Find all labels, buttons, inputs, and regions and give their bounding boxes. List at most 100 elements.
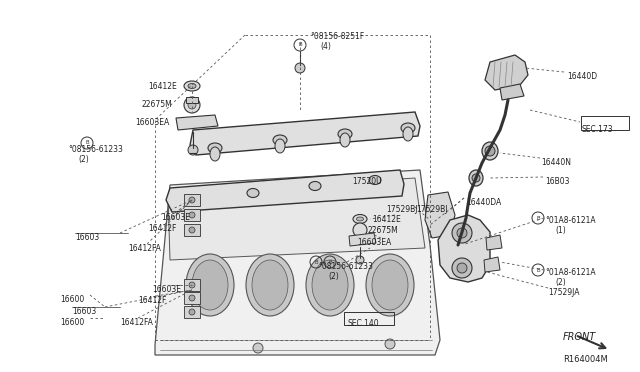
Text: °01A8-6121A: °01A8-6121A	[545, 216, 596, 225]
Text: (1): (1)	[555, 226, 566, 235]
Polygon shape	[184, 194, 200, 206]
Text: 16603: 16603	[75, 233, 99, 242]
Circle shape	[472, 174, 480, 182]
Circle shape	[189, 227, 195, 233]
Circle shape	[485, 146, 495, 156]
Ellipse shape	[186, 196, 198, 205]
Ellipse shape	[192, 260, 228, 310]
Text: 16B03: 16B03	[545, 177, 570, 186]
Text: (4): (4)	[320, 42, 331, 51]
Text: 16603EA: 16603EA	[357, 238, 391, 247]
Text: 16412E: 16412E	[372, 215, 401, 224]
Text: 22675M: 22675M	[367, 226, 397, 235]
Ellipse shape	[338, 129, 352, 139]
Ellipse shape	[469, 170, 483, 186]
Text: B: B	[536, 215, 540, 221]
Text: 16412E: 16412E	[148, 82, 177, 91]
Text: 16600: 16600	[60, 295, 84, 304]
Text: (2): (2)	[555, 278, 566, 287]
Text: 16440DA: 16440DA	[466, 198, 501, 207]
Polygon shape	[184, 209, 200, 221]
Ellipse shape	[273, 135, 287, 145]
Ellipse shape	[208, 143, 222, 153]
Circle shape	[189, 197, 195, 203]
Ellipse shape	[306, 254, 354, 316]
Text: 16412F: 16412F	[148, 224, 177, 233]
Circle shape	[189, 309, 195, 315]
Ellipse shape	[184, 81, 200, 91]
Ellipse shape	[309, 182, 321, 190]
Text: °08156-61233: °08156-61233	[318, 262, 373, 271]
Ellipse shape	[275, 139, 285, 153]
Polygon shape	[155, 170, 440, 355]
Polygon shape	[184, 306, 200, 318]
Text: °08156-61233: °08156-61233	[68, 145, 123, 154]
Polygon shape	[176, 115, 218, 130]
Polygon shape	[438, 215, 490, 282]
Circle shape	[457, 228, 467, 238]
Text: 22675M: 22675M	[142, 100, 173, 109]
Text: 16600: 16600	[60, 318, 84, 327]
Polygon shape	[485, 55, 528, 90]
Polygon shape	[425, 192, 455, 238]
Polygon shape	[190, 112, 420, 155]
Circle shape	[452, 223, 472, 243]
Text: (2): (2)	[78, 155, 89, 164]
Text: 16603EA: 16603EA	[135, 118, 169, 127]
Text: 16603E: 16603E	[161, 213, 190, 222]
Polygon shape	[166, 170, 404, 212]
Text: SEC.173: SEC.173	[582, 125, 614, 134]
Circle shape	[457, 263, 467, 273]
Ellipse shape	[366, 254, 414, 316]
Text: °08156-8251F: °08156-8251F	[310, 32, 364, 41]
Circle shape	[188, 145, 198, 155]
Circle shape	[452, 258, 472, 278]
Text: B: B	[298, 42, 302, 48]
Circle shape	[385, 339, 395, 349]
Ellipse shape	[247, 189, 259, 198]
Ellipse shape	[401, 123, 415, 133]
Ellipse shape	[372, 260, 408, 310]
Circle shape	[189, 212, 195, 218]
Circle shape	[189, 282, 195, 288]
Ellipse shape	[186, 254, 234, 316]
Ellipse shape	[340, 133, 350, 147]
Text: 16603E: 16603E	[152, 285, 181, 294]
Text: 16440N: 16440N	[541, 158, 571, 167]
Text: 16412F: 16412F	[138, 296, 166, 305]
Ellipse shape	[188, 83, 196, 89]
Ellipse shape	[246, 254, 294, 316]
Text: (2): (2)	[328, 272, 339, 281]
Ellipse shape	[482, 142, 498, 160]
Text: B: B	[314, 260, 318, 264]
Polygon shape	[184, 292, 200, 304]
Ellipse shape	[312, 260, 348, 310]
Ellipse shape	[353, 215, 367, 224]
Text: SEC.140: SEC.140	[348, 319, 380, 328]
Text: B: B	[536, 267, 540, 273]
Text: 17520U: 17520U	[352, 177, 381, 186]
Polygon shape	[184, 224, 200, 236]
Text: 17529JA: 17529JA	[548, 288, 579, 297]
Ellipse shape	[210, 147, 220, 161]
Polygon shape	[484, 257, 500, 272]
Text: B: B	[328, 260, 332, 264]
Ellipse shape	[356, 217, 364, 221]
Text: 17529BJ: 17529BJ	[386, 205, 417, 214]
FancyBboxPatch shape	[186, 97, 198, 103]
Circle shape	[253, 343, 263, 353]
Ellipse shape	[353, 223, 367, 237]
Circle shape	[189, 295, 195, 301]
Text: °01A8-6121A: °01A8-6121A	[545, 268, 596, 277]
Circle shape	[295, 63, 305, 73]
Text: 16603: 16603	[72, 307, 96, 316]
Ellipse shape	[403, 127, 413, 141]
Circle shape	[356, 256, 364, 264]
Polygon shape	[486, 235, 502, 250]
Polygon shape	[168, 178, 425, 260]
Ellipse shape	[188, 101, 196, 109]
Ellipse shape	[369, 176, 381, 185]
Circle shape	[455, 238, 469, 252]
Ellipse shape	[252, 260, 288, 310]
Polygon shape	[184, 279, 200, 291]
